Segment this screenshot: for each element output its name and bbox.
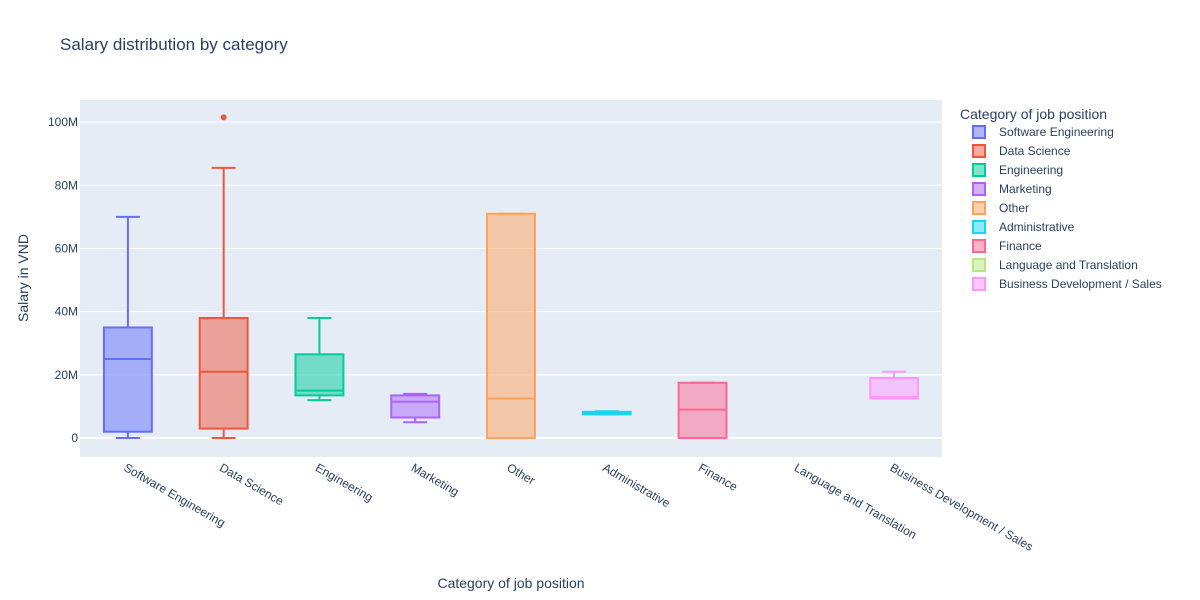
box-iqr (102, 326, 153, 433)
legend-swatch (972, 201, 986, 215)
legend-swatch (972, 182, 986, 196)
boxes (102, 114, 920, 440)
y-tick-label: 20M (55, 368, 78, 382)
legend-item-label: Administrative (999, 220, 1075, 234)
x-tick-label: Marketing (409, 460, 462, 498)
chart-title: Salary distribution by category (60, 35, 288, 54)
outlier-point (220, 114, 227, 121)
legend-swatch (972, 239, 986, 253)
y-axis-title: Salary in VND (15, 234, 31, 322)
box-administrative (581, 410, 632, 416)
box-software-engineering (102, 215, 153, 440)
legend-swatch (972, 125, 986, 139)
legend-item-label: Marketing (999, 182, 1052, 196)
y-axis-ticks: 0 20M 40M 60M 80M 100M (48, 115, 78, 445)
legend-item-label: Finance (999, 239, 1042, 253)
box-iqr (198, 316, 249, 430)
legend-swatch (972, 144, 986, 158)
legend-item-label: Other (999, 201, 1029, 215)
x-axis-title: Category of job position (437, 575, 584, 591)
x-tick-label: Administrative (600, 460, 673, 510)
legend-title: Category of job position (960, 106, 1107, 122)
x-tick-label: Software Engineering (121, 460, 227, 529)
y-tick-label: 80M (55, 178, 78, 192)
box-engineering (294, 316, 345, 402)
legend-item-label: Language and Translation (999, 258, 1138, 272)
legend-swatch (972, 220, 986, 234)
x-tick-label: Finance (696, 460, 740, 494)
box-other (486, 212, 536, 440)
box-iqr (390, 394, 441, 419)
x-tick-label: Other (505, 460, 538, 487)
y-tick-label: 0 (71, 431, 78, 445)
box-iqr (294, 353, 345, 397)
box-iqr (869, 377, 920, 400)
legend-item-label: Software Engineering (999, 125, 1114, 139)
legend-swatch (972, 277, 986, 291)
y-tick-label: 100M (48, 115, 78, 129)
legend-swatch (972, 258, 986, 272)
box-marketing (390, 392, 441, 424)
box-iqr (486, 212, 536, 440)
y-tick-label: 40M (55, 305, 78, 319)
box-data-science (198, 114, 249, 440)
box-business-development-sales (869, 370, 920, 400)
legend-item-label: Data Science (999, 144, 1071, 158)
x-tick-label: Engineering (313, 460, 375, 504)
legend-item-label: Engineering (999, 163, 1063, 177)
legend-item-label: Business Development / Sales (999, 277, 1162, 291)
legend: Category of job position Software Engine… (960, 106, 1162, 291)
y-tick-label: 60M (55, 241, 78, 255)
box-finance (677, 381, 728, 440)
x-tick-label: Data Science (217, 460, 286, 508)
legend-swatch (972, 163, 986, 177)
